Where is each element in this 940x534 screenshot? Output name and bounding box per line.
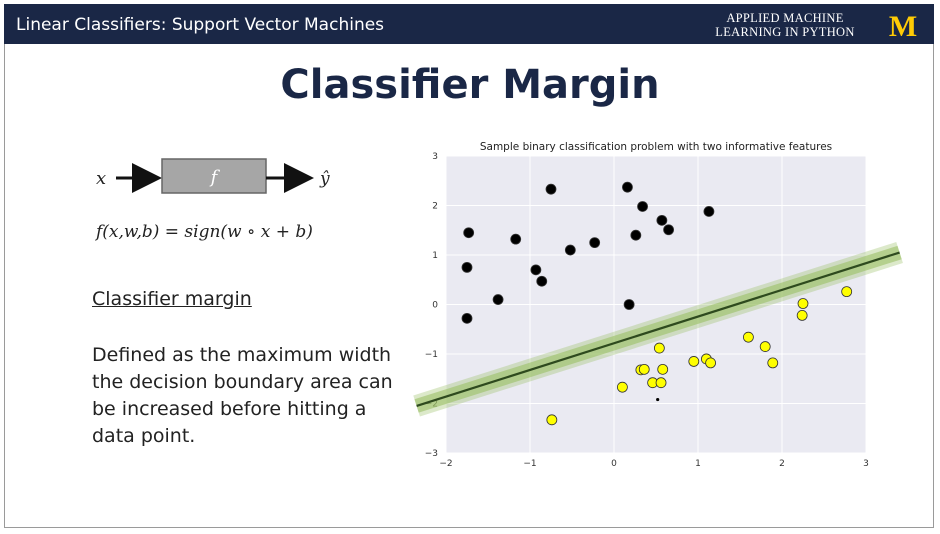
y-tick-label: −1 — [425, 350, 438, 360]
data-point — [653, 342, 665, 354]
y-tick-label: 3 — [432, 152, 438, 162]
data-point — [461, 261, 473, 273]
function-diagram: x f ŷ — [96, 158, 330, 194]
data-point — [637, 201, 648, 212]
data-point — [564, 244, 576, 256]
header-bar: Linear Classifiers: Support Vector Machi… — [4, 4, 934, 44]
data-point — [622, 181, 633, 193]
decision-boundary — [413, 242, 903, 417]
data-point — [767, 357, 779, 369]
diagram-output-label: ŷ — [319, 169, 330, 189]
data-point — [545, 183, 557, 195]
data-point — [463, 227, 475, 239]
data-point — [536, 275, 548, 287]
data-point — [688, 356, 700, 367]
data-point — [616, 381, 628, 393]
y-tick-label: 2 — [432, 202, 438, 212]
y-tick-label: −3 — [425, 449, 438, 459]
x-tick-label: 3 — [863, 459, 869, 469]
brand-line-1: APPLIED MACHINE — [726, 11, 844, 25]
data-point — [530, 264, 542, 276]
data-point — [630, 229, 642, 241]
y-tick-label: 0 — [432, 301, 438, 311]
y-tick-label: 1 — [432, 251, 438, 261]
data-point — [623, 299, 635, 310]
data-point — [461, 312, 473, 324]
data-point — [796, 309, 808, 321]
function-box — [161, 158, 267, 194]
university-logo-icon: M — [889, 12, 917, 38]
margin-heading: Classifier margin — [92, 288, 252, 310]
brand-line-2: LEARNING IN PYTHON — [715, 25, 855, 39]
x-tick-label: −2 — [439, 459, 452, 469]
data-point — [638, 363, 650, 375]
x-tick-label: 1 — [695, 459, 701, 469]
grid-lines — [445, 155, 867, 454]
data-point — [546, 414, 558, 426]
data-point — [655, 377, 667, 389]
scatter-chart: Sample binary classification problem wit… — [413, 141, 903, 469]
data-point — [663, 224, 675, 236]
slide-title: Classifier Margin — [280, 62, 660, 108]
data-point — [492, 294, 504, 305]
diagram-input-label: x — [96, 168, 106, 189]
x-tick-label: 2 — [779, 459, 785, 469]
data-point — [705, 357, 717, 369]
data-point — [841, 286, 853, 298]
logo-letter: M — [889, 12, 917, 38]
data-point — [797, 298, 809, 309]
boundary-line — [416, 251, 900, 408]
x-tick-label: 0 — [611, 459, 617, 469]
data-point — [703, 206, 715, 217]
data-point — [742, 331, 754, 343]
classifier-formula: f(x,w,b) = sign(w ∘ x + b) — [96, 222, 313, 242]
small-data-point — [656, 397, 660, 402]
data-point — [589, 237, 601, 249]
data-points — [461, 181, 853, 426]
data-point — [759, 341, 771, 352]
data-point — [657, 363, 669, 375]
brand-text: APPLIED MACHINE LEARNING IN PYTHON — [710, 11, 860, 39]
data-point — [656, 214, 668, 226]
margin-description: Defined as the maximum width the decisio… — [92, 344, 393, 447]
x-tick-label: −1 — [523, 459, 536, 469]
data-point — [510, 233, 522, 245]
chart-title: Sample binary classification problem wit… — [480, 141, 832, 153]
course-title: Linear Classifiers: Support Vector Machi… — [16, 15, 385, 35]
